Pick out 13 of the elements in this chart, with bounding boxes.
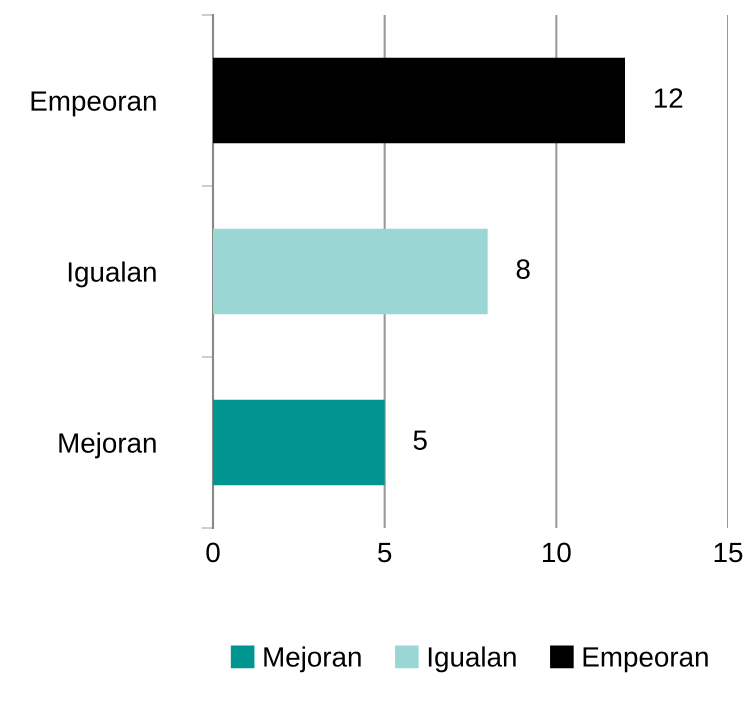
legend-label: Empeoran bbox=[584, 647, 708, 672]
y-tick-label: Empeoran bbox=[32, 91, 156, 116]
data-label: 12 bbox=[654, 88, 682, 108]
legend-label: Mejoran bbox=[264, 646, 361, 672]
x-tick-label: 10 bbox=[543, 542, 571, 562]
x-tick-label: 0 bbox=[206, 542, 220, 562]
data-label: 5 bbox=[414, 430, 427, 450]
x-tick-label: 5 bbox=[378, 542, 392, 562]
y-tick-label: Mejoran bbox=[59, 432, 156, 458]
x-tick-label: 15 bbox=[714, 542, 742, 562]
data-label: 8 bbox=[516, 259, 530, 279]
y-tick-label: Igualan bbox=[68, 261, 156, 288]
legend-label: Igualan bbox=[428, 646, 516, 672]
